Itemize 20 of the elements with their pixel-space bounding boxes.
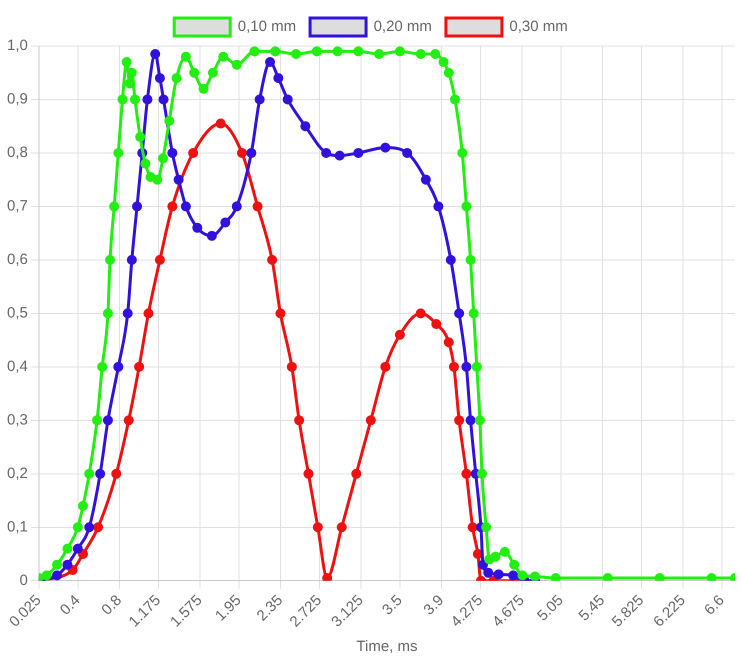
legend-label: 0,30 mm (509, 18, 568, 36)
y-tick-label: 0,1 (6, 518, 28, 536)
y-tick-label: 0 (20, 572, 28, 589)
y-tick-label: 0,7 (6, 198, 28, 215)
y-tick-label: 0,4 (6, 358, 28, 375)
x-tick-label: 3.5 (378, 592, 406, 619)
x-tick-label: 6.6 (701, 592, 728, 619)
y-tick-label: 0,3 (6, 411, 28, 428)
y-tick-label: 0,5 (6, 304, 28, 322)
x-axis-title: Time, ms (356, 638, 418, 656)
legend-label: 0,20 mm (374, 18, 432, 36)
x-tick-label: 3.9 (420, 592, 448, 619)
y-tick-label: 1,0 (6, 37, 28, 54)
y-tick-label: 0,9 (6, 90, 28, 108)
legend-label: 0,10 mm (238, 18, 296, 36)
y-tick-label: 0,8 (6, 144, 28, 162)
x-tick-label: 0.4 (56, 592, 84, 619)
x-tick-label: 0.8 (98, 592, 126, 619)
y-tick-label: 0,2 (6, 464, 28, 482)
y-tick-label: 0,6 (6, 251, 28, 268)
